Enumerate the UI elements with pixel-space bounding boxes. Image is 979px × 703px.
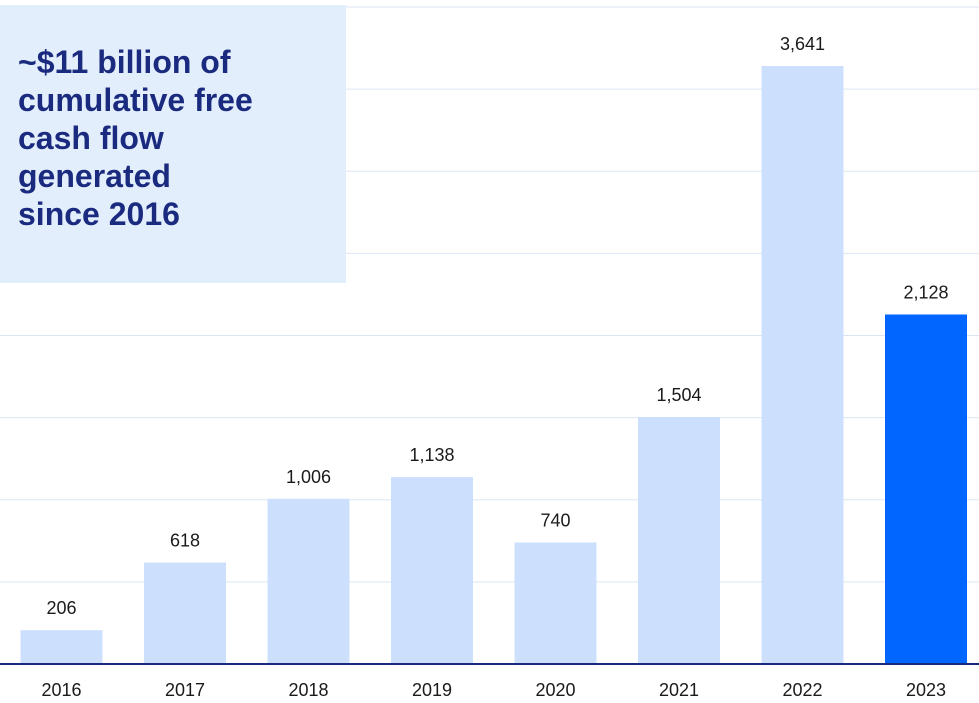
- value-label-2017: 618: [170, 530, 200, 550]
- value-label-2023: 2,128: [903, 282, 948, 302]
- tick-label-2016: 2016: [41, 680, 81, 700]
- tick-label-2017: 2017: [165, 680, 205, 700]
- value-label-2018: 1,006: [286, 467, 331, 487]
- value-label-2016: 206: [46, 598, 76, 618]
- tick-label-2019: 2019: [412, 680, 452, 700]
- bar-2016: [20, 630, 103, 664]
- bar-2022: [761, 66, 844, 664]
- x-axis-tick-labels: 2016 2017 2018 2019 2020 2021 2022 2023: [41, 680, 946, 700]
- value-label-2020: 740: [540, 510, 570, 530]
- bar-2021: [638, 416, 720, 664]
- value-labels: 206 618 1,006 1,138 740 1,504 3,641 2,128: [46, 34, 948, 618]
- tick-label-2018: 2018: [288, 680, 328, 700]
- bar-2020: [514, 542, 597, 664]
- bar-2023: [885, 314, 967, 664]
- tick-label-2020: 2020: [535, 680, 575, 700]
- tick-label-2023: 2023: [906, 680, 946, 700]
- tick-label-2021: 2021: [659, 680, 699, 700]
- bars: [20, 66, 967, 664]
- callout-text: ~$11 billion of cumulative free cash flo…: [18, 44, 253, 232]
- value-label-2022: 3,641: [780, 34, 825, 54]
- bar-2018: [267, 498, 350, 664]
- bar-2017: [144, 562, 226, 664]
- callout-box: ~$11 billion of cumulative free cash flo…: [0, 5, 346, 283]
- value-label-2021: 1,504: [656, 385, 701, 405]
- value-label-2019: 1,138: [409, 445, 454, 465]
- tick-label-2022: 2022: [782, 680, 822, 700]
- bar-2019: [391, 477, 473, 664]
